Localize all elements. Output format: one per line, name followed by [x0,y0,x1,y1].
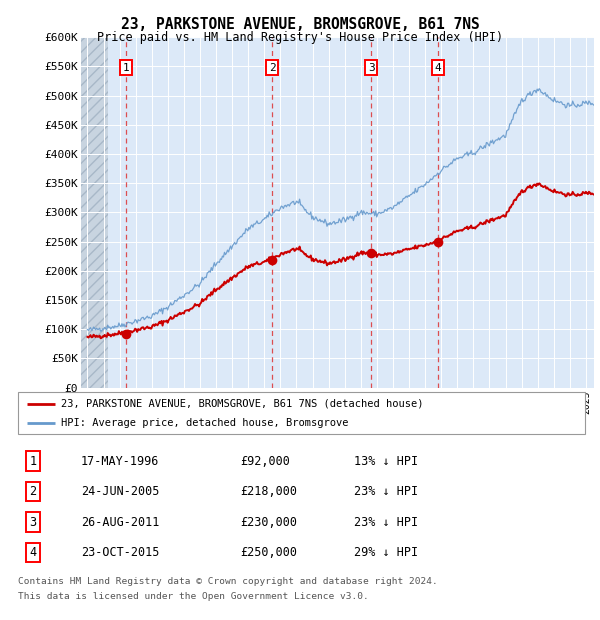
Text: HPI: Average price, detached house, Bromsgrove: HPI: Average price, detached house, Brom… [61,418,348,428]
Text: 26-AUG-2011: 26-AUG-2011 [81,516,160,528]
Text: 29% ↓ HPI: 29% ↓ HPI [354,546,418,559]
Text: 23% ↓ HPI: 23% ↓ HPI [354,485,418,498]
Text: 23-OCT-2015: 23-OCT-2015 [81,546,160,559]
Text: 23, PARKSTONE AVENUE, BROMSGROVE, B61 7NS (detached house): 23, PARKSTONE AVENUE, BROMSGROVE, B61 7N… [61,399,423,409]
Text: 24-JUN-2005: 24-JUN-2005 [81,485,160,498]
Text: 4: 4 [435,63,442,73]
Text: 2: 2 [29,485,37,498]
Text: Contains HM Land Registry data © Crown copyright and database right 2024.: Contains HM Land Registry data © Crown c… [18,577,438,586]
Text: 23, PARKSTONE AVENUE, BROMSGROVE, B61 7NS: 23, PARKSTONE AVENUE, BROMSGROVE, B61 7N… [121,17,479,32]
Text: £230,000: £230,000 [240,516,297,528]
Text: 17-MAY-1996: 17-MAY-1996 [81,455,160,467]
Text: 13% ↓ HPI: 13% ↓ HPI [354,455,418,467]
Text: £250,000: £250,000 [240,546,297,559]
Text: £92,000: £92,000 [240,455,290,467]
Text: 3: 3 [368,63,374,73]
Text: 4: 4 [29,546,37,559]
Text: 1: 1 [29,455,37,467]
Text: 1: 1 [122,63,129,73]
Text: 23% ↓ HPI: 23% ↓ HPI [354,516,418,528]
Text: Price paid vs. HM Land Registry's House Price Index (HPI): Price paid vs. HM Land Registry's House … [97,31,503,44]
Text: 3: 3 [29,516,37,528]
Text: £218,000: £218,000 [240,485,297,498]
Text: 2: 2 [269,63,275,73]
Text: This data is licensed under the Open Government Licence v3.0.: This data is licensed under the Open Gov… [18,592,369,601]
